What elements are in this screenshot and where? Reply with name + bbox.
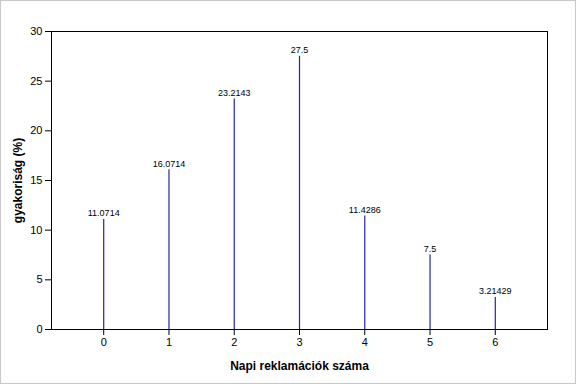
- svg-text:11.0714: 11.0714: [88, 208, 120, 218]
- svg-text:20: 20: [30, 124, 42, 136]
- svg-text:0: 0: [101, 336, 107, 348]
- svg-text:4: 4: [362, 336, 368, 348]
- svg-text:2: 2: [231, 336, 237, 348]
- svg-text:16.0714: 16.0714: [153, 159, 186, 169]
- svg-text:gyakoriság (%): gyakoriság (%): [11, 138, 25, 223]
- svg-text:Napi reklamációk száma: Napi reklamációk száma: [230, 359, 369, 373]
- svg-text:10: 10: [30, 224, 42, 236]
- svg-text:5: 5: [36, 273, 42, 285]
- svg-text:5: 5: [427, 336, 433, 348]
- svg-text:27.5: 27.5: [291, 45, 309, 55]
- svg-text:3.21429: 3.21429: [479, 286, 512, 296]
- svg-text:25: 25: [30, 75, 42, 87]
- svg-text:1: 1: [166, 336, 172, 348]
- svg-text:15: 15: [30, 174, 42, 186]
- svg-text:3: 3: [296, 336, 302, 348]
- svg-text:6: 6: [492, 336, 498, 348]
- svg-text:30: 30: [30, 25, 42, 37]
- svg-text:0: 0: [36, 323, 42, 335]
- svg-text:23.2143: 23.2143: [218, 88, 251, 98]
- svg-text:7.5: 7.5: [424, 244, 437, 254]
- svg-text:11.4286: 11.4286: [349, 205, 381, 215]
